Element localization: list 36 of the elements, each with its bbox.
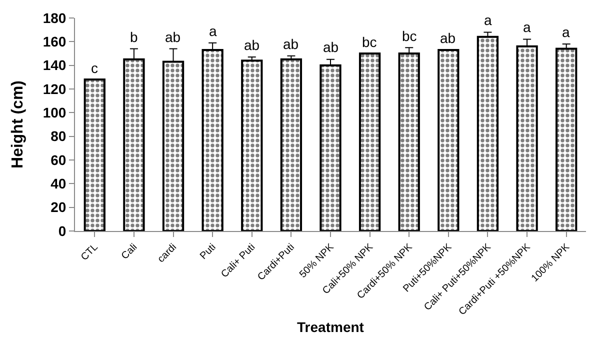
annotation: b	[130, 29, 138, 45]
bar	[476, 36, 499, 231]
annotation: ab	[440, 30, 456, 46]
y-tick-label: 180	[42, 10, 66, 26]
y-tick-label: 40	[50, 176, 66, 192]
annotation: ab	[244, 37, 260, 53]
y-tick-label: 60	[50, 152, 66, 168]
annotation: a	[523, 19, 531, 35]
annotation: bc	[362, 34, 377, 50]
annotation: ab	[323, 39, 339, 55]
y-tick-label: 0	[58, 222, 66, 239]
y-tick-label: 160	[42, 34, 66, 50]
x-tick-label: Cali	[120, 242, 140, 262]
annotation: a	[484, 12, 492, 28]
y-tick-label: 100	[42, 104, 66, 121]
y-axis-title: Height (cm)	[10, 80, 27, 168]
x-tick-label: Cali+ Puti	[219, 242, 258, 280]
bar	[241, 60, 263, 231]
x-tick-label: CTL	[79, 242, 101, 264]
bar	[280, 58, 302, 231]
annotation: a	[562, 24, 570, 40]
bar	[556, 48, 578, 231]
y-tick-label: 120	[42, 80, 66, 97]
annotation: ab	[165, 29, 181, 45]
bar	[84, 78, 106, 231]
y-tick-label: 20	[50, 199, 66, 216]
bar	[438, 48, 460, 231]
x-tick-label: Puti	[198, 242, 218, 262]
y-tick-label: 140	[42, 57, 66, 74]
x-axis-title: Treatment	[297, 318, 364, 335]
y-tick-label: 80	[50, 128, 66, 144]
annotation: c	[91, 60, 98, 76]
annotation: ab	[283, 36, 299, 52]
bar	[358, 52, 381, 231]
annotation: a	[209, 23, 217, 39]
annotation: bc	[402, 28, 417, 44]
